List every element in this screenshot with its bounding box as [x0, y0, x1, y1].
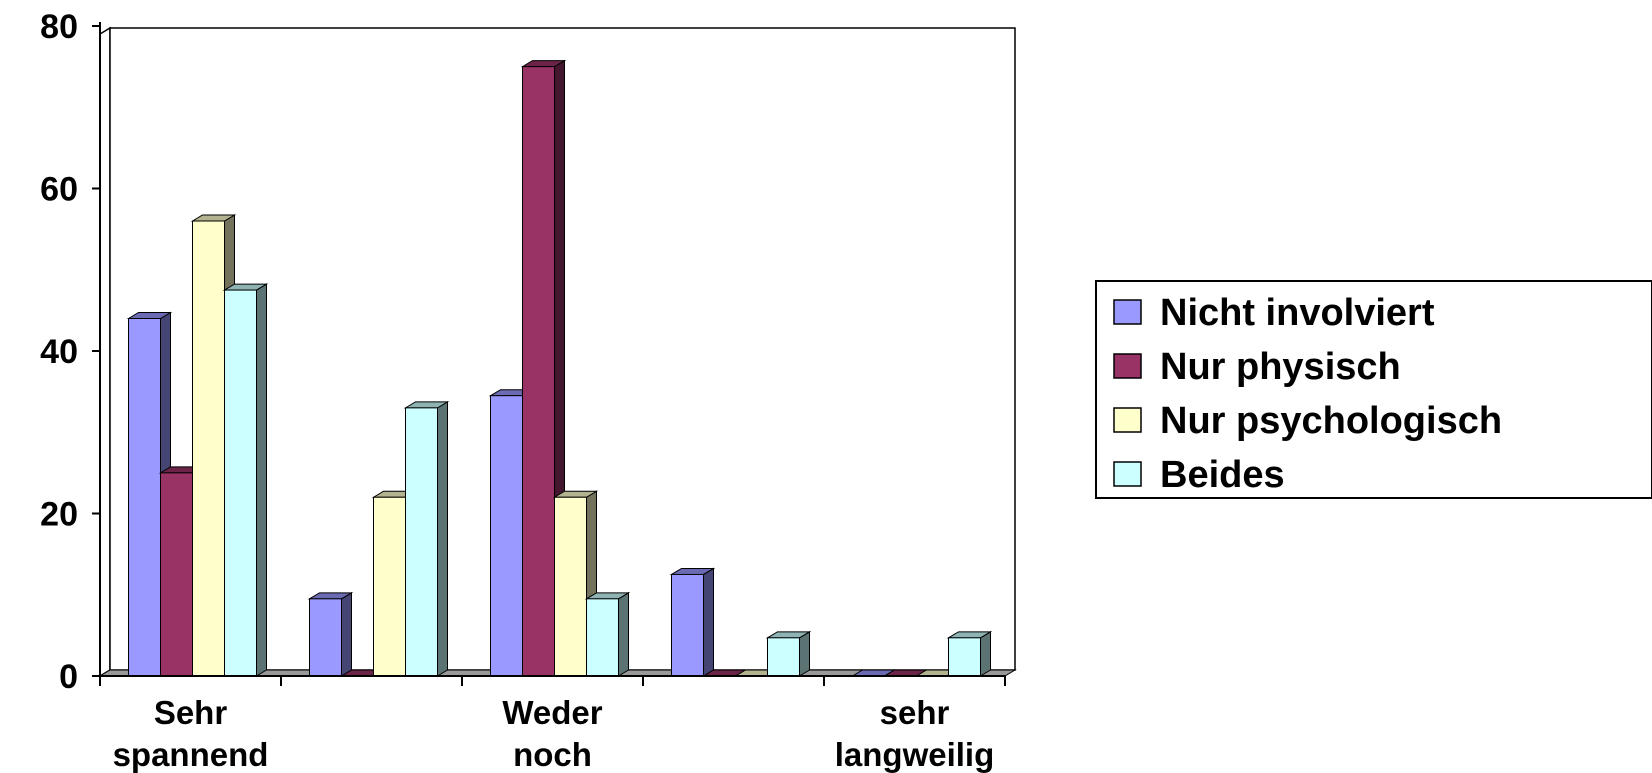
bar — [669, 567, 716, 677]
legend-swatch — [1113, 407, 1142, 433]
legend-label: Nur physisch — [1160, 346, 1401, 388]
legend-label: Nur psychologisch — [1160, 400, 1502, 442]
bar — [222, 283, 269, 677]
bar — [584, 591, 631, 677]
bar — [403, 400, 450, 677]
legend: Nicht involviert Nur physisch Nur psycholo… — [1095, 280, 1652, 499]
x-category-label: spannend — [113, 736, 269, 773]
x-category-label: Weder — [502, 694, 602, 731]
y-tick-label: 80 — [40, 8, 78, 46]
x-category-label: langweilig — [835, 736, 995, 773]
legend-box — [1095, 280, 1652, 499]
legend-swatch — [1113, 461, 1142, 487]
y-tick-label: 60 — [40, 171, 78, 209]
x-category-label: sehr — [880, 694, 950, 731]
y-tick-label: 20 — [40, 496, 78, 534]
chart-bars — [126, 59, 993, 677]
legend-swatch — [1113, 299, 1142, 325]
y-tick-label: 0 — [59, 658, 78, 696]
bar — [946, 630, 993, 677]
legend-swatch — [1113, 353, 1142, 379]
side-wall — [99, 26, 111, 678]
legend-label: Nicht involviert — [1160, 292, 1435, 334]
y-tick-labels: 0 20 40 60 80 — [40, 8, 78, 696]
x-category-label: Sehr — [154, 694, 228, 731]
bar — [765, 630, 812, 677]
x-category-labels: Sehr spannend Weder noch sehr langweilig — [113, 694, 995, 773]
bar — [307, 591, 354, 677]
legend-label: Beides — [1160, 454, 1285, 496]
x-category-label: noch — [513, 736, 592, 773]
y-tick-label: 40 — [40, 333, 78, 371]
chart-axes — [92, 22, 1006, 686]
